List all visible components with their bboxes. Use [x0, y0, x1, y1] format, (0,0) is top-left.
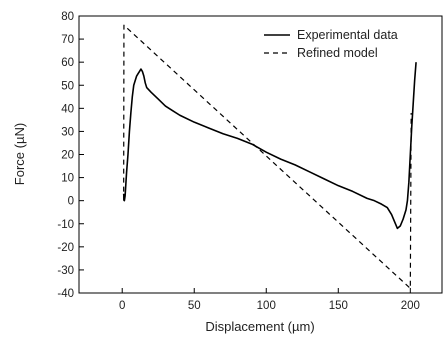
- y-tick-label: 0: [68, 196, 74, 208]
- y-tick-label: -10: [57, 219, 74, 231]
- series-line-model: [123, 24, 412, 289]
- y-axis-ticks: -40 -30 -20 -10 0 10 20 30 40 50 60 70 80: [57, 11, 84, 300]
- series-lines: [122, 24, 417, 289]
- x-tick-label: 0: [119, 300, 125, 312]
- x-tick-label: 50: [188, 300, 201, 312]
- y-tick-label: -30: [57, 265, 74, 277]
- x-tick-label: 150: [329, 300, 348, 312]
- plot-frame: [78, 15, 443, 294]
- y-tick-label: 80: [61, 11, 74, 23]
- y-tick-label: -20: [57, 242, 74, 254]
- y-tick-label: 20: [61, 150, 74, 162]
- x-axis-ticks: 0 50 100 150 200: [119, 288, 420, 312]
- y-tick-label: 50: [61, 80, 74, 92]
- y-tick-label: 40: [61, 103, 74, 115]
- legend-label-model: Refined model: [297, 46, 378, 60]
- x-tick-label: 100: [257, 300, 276, 312]
- x-tick-label: 200: [401, 300, 420, 312]
- series-line-experimental: [122, 62, 417, 230]
- x-axis-label: Displacement (µm): [205, 319, 314, 334]
- y-tick-label: 30: [61, 126, 74, 138]
- legend: Experimental data Refined model: [264, 28, 398, 60]
- y-tick-label: -40: [57, 288, 74, 300]
- y-tick-label: 70: [61, 34, 74, 46]
- legend-label-experimental: Experimental data: [297, 28, 398, 42]
- y-tick-label: 10: [61, 173, 74, 185]
- y-axis-label: Force (µN): [12, 123, 27, 185]
- y-tick-label: 60: [61, 57, 74, 69]
